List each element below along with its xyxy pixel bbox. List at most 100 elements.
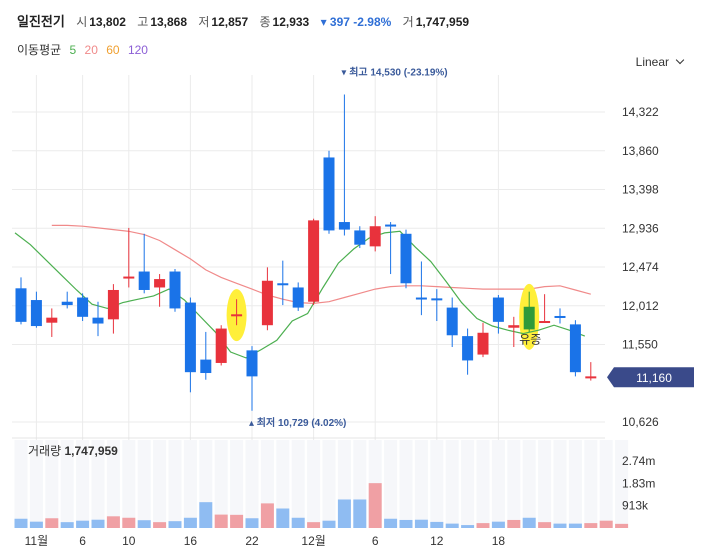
current-price-tag (607, 367, 694, 388)
candle-body (200, 359, 212, 374)
candle-body (323, 157, 335, 231)
volume-bar (122, 517, 136, 528)
candle-body (107, 289, 119, 320)
volume-column-bg (414, 440, 428, 528)
volume-column-bg (615, 440, 629, 528)
high-value: 13,868 (150, 15, 188, 29)
volume-bar (507, 519, 521, 528)
candle (338, 94, 350, 236)
time-tick-label: 16 (184, 534, 198, 548)
candle (92, 301, 104, 337)
candle (400, 229, 412, 289)
volume-bar (168, 521, 182, 528)
candle-body (554, 315, 566, 318)
scale-dropdown[interactable]: Linear (636, 55, 685, 69)
candle-body (246, 350, 258, 377)
price-tick-label: 10,626 (622, 415, 659, 429)
volume-column-bg (461, 440, 475, 528)
volume-tick-label: 1.83m (622, 476, 655, 490)
candle-body (338, 222, 350, 230)
volume-column-bg (276, 440, 290, 528)
close-value: 12,933 (272, 15, 310, 29)
price-tick-label: 14,322 (622, 105, 659, 119)
volume-column-bg (91, 440, 105, 528)
ma-60: 60 (106, 43, 120, 57)
stock-name: 일진전기 (17, 14, 65, 29)
price-tick-label: 13,860 (622, 144, 659, 158)
candle (277, 260, 289, 306)
volume-bar (245, 518, 259, 528)
volume-column-bg (137, 440, 151, 528)
candle (246, 346, 258, 411)
time-tick-label: 12 (430, 534, 444, 548)
candle-body (462, 336, 474, 361)
candle-body (154, 279, 166, 288)
volume-column-bg (214, 440, 228, 528)
current-price-label: 11,160 (636, 371, 672, 385)
volume-bar (491, 521, 505, 528)
volume-title: 거래량 1,747,959 (28, 444, 118, 458)
candle-body (77, 297, 89, 317)
volume-column-bg (45, 440, 59, 528)
volume-bar (615, 523, 629, 528)
volume-column-bg (476, 440, 490, 528)
volume-column-bg (553, 440, 567, 528)
candle-body (184, 302, 196, 373)
max-price-label: ▾ 최고 14,530 (-23.19%) (341, 66, 447, 79)
min-price-label: ▴ 최저 10,729 (4.02%) (249, 416, 346, 429)
volume-bar (538, 522, 552, 528)
low-label: 저 (198, 15, 210, 29)
volume-column-bg (60, 440, 74, 528)
time-tick-label: 10 (122, 534, 136, 548)
candle-body (61, 301, 73, 306)
volume-column-bg (568, 440, 582, 528)
candle-body (400, 233, 412, 284)
volume-bar (291, 517, 305, 528)
candle (462, 328, 474, 375)
candle (492, 295, 504, 334)
volume-bar (91, 519, 105, 528)
volume-column-bg (307, 440, 321, 528)
volume-column-bg (14, 440, 28, 528)
candle (215, 325, 227, 366)
candle-body (477, 332, 489, 355)
volume-column-bg (430, 440, 444, 528)
volume-bar (322, 520, 336, 528)
high-label: 고 (137, 15, 149, 29)
candle (138, 233, 150, 294)
moving-average-legend[interactable]: 이동평균 5 20 60 120 (17, 41, 153, 58)
candle-body (231, 314, 243, 317)
candle (46, 308, 58, 337)
candle-body (46, 317, 58, 323)
time-tick-label: 18 (492, 534, 506, 548)
candle-body (30, 300, 42, 327)
time-tick-label: 6 (372, 534, 379, 548)
volume-bar (106, 516, 120, 528)
price-tick-label: 12,936 (622, 221, 659, 235)
change-value: ▾ 397 -2.98% (320, 15, 392, 29)
volume-bar (522, 517, 536, 528)
volume-tick-label: 913k (622, 499, 649, 513)
candle-body (169, 271, 181, 309)
candle (446, 297, 458, 348)
volume-column-bg (76, 440, 90, 528)
candle (354, 226, 366, 249)
volume-bar (45, 518, 59, 528)
candle-body (123, 276, 135, 279)
price-tick-label: 11,550 (622, 338, 658, 352)
volume-column-bg (106, 440, 120, 528)
time-tick-label: 6 (79, 534, 86, 548)
volume-bar (568, 523, 582, 528)
ma20-line (51, 224, 591, 305)
volume-bar (214, 514, 228, 528)
volume-column-bg (168, 440, 182, 528)
stock-header: 일진전기 시 13,802 고 13,868 저 12,857 종 12,933 ▾ 3… (17, 11, 477, 30)
candle (385, 222, 397, 275)
volume-column-bg (245, 440, 259, 528)
volume-column-bg (322, 440, 336, 528)
open-label: 시 (76, 15, 88, 29)
volume-bar (29, 521, 43, 528)
ma-120: 120 (127, 43, 148, 57)
price-tick-label: 12,474 (622, 260, 659, 274)
